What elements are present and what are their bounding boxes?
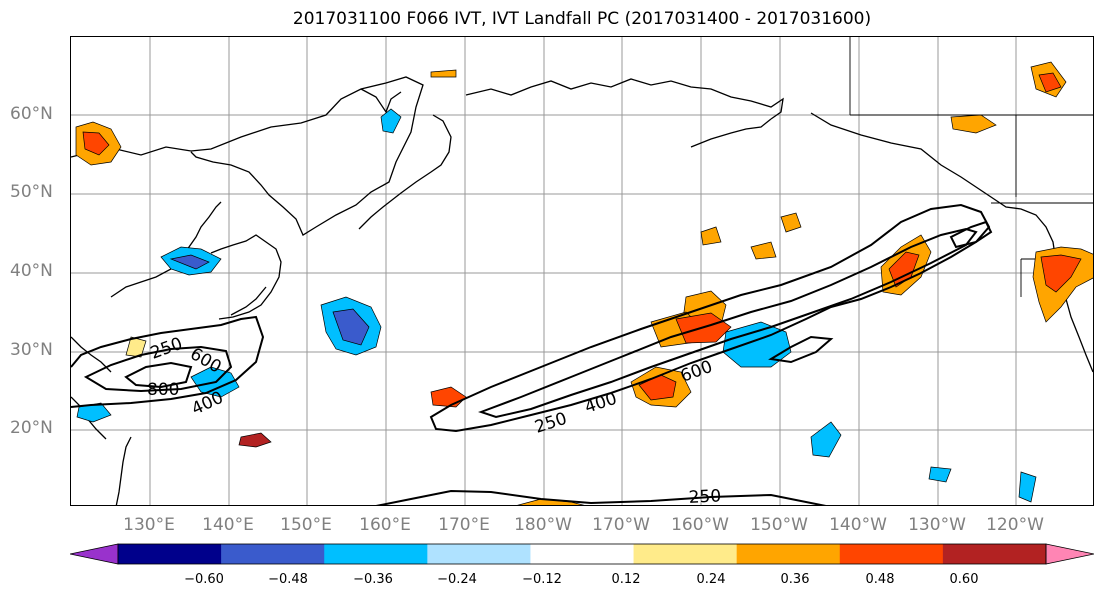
shaded-field bbox=[75, 61, 1093, 505]
lon-label-130w: 130°W bbox=[908, 515, 966, 535]
lon-label-150e: 150°E bbox=[280, 515, 332, 535]
lon-label-160e: 160°E bbox=[359, 515, 411, 535]
colorbar-tick: 0.12 bbox=[611, 572, 641, 587]
colorbar-tick: −0.60 bbox=[184, 572, 224, 587]
colorbar-bin bbox=[530, 544, 635, 564]
map-canvas: 250 600 800 400 400 600 250 250 bbox=[71, 37, 1093, 506]
map-title: 2017031100 F066 IVT, IVT Landfall PC (20… bbox=[292, 9, 872, 29]
lat-label-60n: 60°N bbox=[10, 104, 53, 124]
colorbar-bin bbox=[118, 544, 222, 564]
lon-label-140e: 140°E bbox=[202, 515, 254, 535]
colorbar-tick: 0.48 bbox=[865, 572, 895, 587]
colorbar-bin bbox=[324, 544, 428, 564]
contour-label: 600 bbox=[678, 357, 715, 387]
colorbar-bin bbox=[839, 544, 944, 564]
lon-label-150w: 150°W bbox=[750, 515, 808, 535]
colorbar-extend-high bbox=[1045, 543, 1094, 565]
contour-label: 250 bbox=[688, 486, 721, 506]
lat-label-40n: 40°N bbox=[10, 261, 53, 281]
contour-label: 400 bbox=[582, 389, 619, 418]
lat-label-50n: 50°N bbox=[10, 182, 53, 202]
colorbar-extend-low bbox=[70, 543, 119, 565]
contour-labels: 250 600 800 400 400 600 250 250 bbox=[147, 334, 722, 506]
colorbar-bin bbox=[221, 544, 325, 564]
colorbar-tick: 0.60 bbox=[949, 572, 979, 587]
lon-label-180w: 180°W bbox=[514, 515, 572, 535]
lon-label-160w: 160°W bbox=[671, 515, 729, 535]
colorbar-bin bbox=[633, 544, 738, 564]
lon-label-170e: 170°E bbox=[438, 515, 490, 535]
lat-label-20n: 20°N bbox=[10, 418, 53, 438]
lon-label-140w: 140°W bbox=[829, 515, 887, 535]
map-panel: 250 600 800 400 400 600 250 250 bbox=[70, 36, 1094, 506]
colorbar-tick: −0.48 bbox=[268, 572, 308, 587]
colorbar-bin bbox=[427, 544, 531, 564]
lon-label-120w: 120°W bbox=[986, 515, 1044, 535]
colorbar-tick: −0.36 bbox=[353, 572, 393, 587]
lon-label-130e: 130°E bbox=[123, 515, 175, 535]
lat-label-30n: 30°N bbox=[10, 340, 53, 360]
lon-label-170w: 170°W bbox=[592, 515, 650, 535]
colorbar-tick: −0.12 bbox=[522, 572, 562, 587]
contour-label: 800 bbox=[147, 380, 179, 400]
ivt-contours bbox=[71, 203, 993, 505]
colorbar-bin bbox=[736, 544, 841, 564]
colorbar-tick: 0.36 bbox=[780, 572, 810, 587]
colorbar-bin bbox=[942, 544, 1047, 564]
coastlines bbox=[71, 76, 1093, 505]
colorbar-tick: −0.24 bbox=[437, 572, 477, 587]
contour-label: 250 bbox=[148, 334, 185, 364]
colorbar-tick: 0.24 bbox=[696, 572, 726, 587]
graticule bbox=[71, 37, 1093, 505]
colorbar-outline bbox=[117, 543, 1047, 565]
colorbar bbox=[70, 543, 1094, 565]
colorbar-bins bbox=[70, 543, 1094, 565]
